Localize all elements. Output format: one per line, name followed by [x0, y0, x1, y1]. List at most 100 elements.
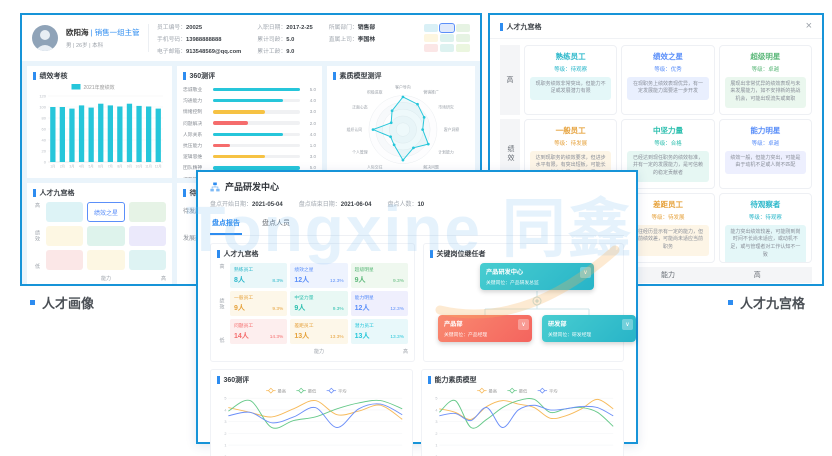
svg-text:60: 60	[42, 127, 47, 132]
svg-text:20: 20	[42, 149, 47, 154]
nine-grid-cell[interactable]	[87, 250, 125, 270]
card-level: 等级：待观察	[554, 66, 588, 73]
org-node-child[interactable]: 产品部 关键岗位：产品经理 ∨	[438, 315, 532, 342]
report-grid-cell[interactable]: 问题员工 14人 14.3%	[230, 319, 288, 344]
nine-grid-cell[interactable]	[128, 226, 166, 246]
svg-text:人际交往: 人际交往	[367, 164, 383, 169]
close-icon[interactable]: ×	[805, 20, 812, 32]
svg-text:11月: 11月	[145, 165, 152, 169]
nine-grid-cell-highlight[interactable]: 绩效之星	[87, 202, 125, 222]
nine-grid-mini: 高绩效之星 绩效低能力高	[34, 202, 166, 282]
cell-name: 超级明星	[354, 267, 374, 273]
cell-count: 13人	[294, 332, 310, 340]
employee-header: 欧阳海 | 销售一组主管 男 | 26岁 | 本科 员工编号：20025 手机号码…	[22, 15, 480, 61]
svg-text:5月: 5月	[89, 165, 94, 169]
mini-grid-cell	[456, 24, 470, 32]
nine-grid-cell[interactable]	[46, 226, 84, 246]
card-title: 差距员工	[652, 200, 683, 209]
org-node-child[interactable]: 研发部 关键岗位：研发经理 ∨	[542, 315, 636, 342]
svg-text:1月: 1月	[50, 165, 55, 169]
org-node-subtitle: 关键岗位：产品经理	[444, 332, 488, 338]
tab-report[interactable]: 盘点报告	[210, 215, 242, 235]
nine-grid-cell[interactable]	[128, 250, 166, 270]
card-description: 绩效一般，但能力突出，可能是由于动机不足或人岗不匹配	[724, 150, 806, 174]
org-node-title: 研发部	[548, 321, 567, 328]
svg-text:80: 80	[42, 116, 47, 121]
bullet-icon	[728, 300, 733, 305]
org-chart: 产品研发中心 关键岗位：产品研发总监 ∨ 产品部 关键岗位：产品经理 ∨ 研发部…	[430, 263, 636, 351]
svg-text:1: 1	[435, 444, 437, 448]
mini-grid-cell	[456, 44, 470, 52]
card-description: 在现职务上绩效表现优异，有一定发展能力需要进一步开发	[627, 76, 709, 100]
nine-grid-card[interactable]: 待观察者 等级：待观察 能力突出绩效较差，可能刚到岗时间不长尚未适应，或动机不足…	[718, 193, 812, 263]
info-column: 入职日期：2017-2-25 累计司龄：5.0 累计工龄：9.0	[257, 22, 312, 55]
chevron-down-icon[interactable]: ∨	[622, 319, 633, 330]
bullet-icon	[30, 300, 35, 305]
panel-model-line-chart: 能力素质模型 最高最低平均012345客户导向营销推广市场研究客户洞察计划能力解…	[421, 369, 624, 456]
svg-text:营销推广: 营销推广	[423, 90, 439, 95]
svg-text:平均: 平均	[549, 387, 558, 394]
avatar	[32, 25, 58, 51]
nine-grid-card[interactable]: 熟练员工 等级：待观察 现职务绩效非常突出，但能力不足或发展潜力有限	[524, 45, 618, 115]
competency-line-chart: 最高最低平均012345客户导向营销推广市场研究客户洞察计划能力解决问题思考力人…	[428, 385, 617, 456]
card-title: 超级明星	[750, 52, 781, 61]
report-meta-item: 盘点开始日期：2021-05-04	[210, 202, 283, 208]
chevron-down-icon[interactable]: ∨	[580, 267, 591, 278]
report-meta: 盘点开始日期：2021-05-04 盘点结束日期：2021-06-04 盘点人数：1…	[210, 199, 624, 208]
nine-grid-cell[interactable]	[128, 202, 166, 222]
nine-grid-card[interactable]: 能力明星 等级：卓越 绩效一般，但能力突出，可能是由于动机不足或人岗不匹配	[718, 119, 812, 189]
org-node-subtitle: 关键岗位：研发经理	[548, 332, 592, 338]
svg-text:2: 2	[224, 432, 226, 436]
employee-info: 员工编号：20025 手机号码：13988888888 电子邮箱：913548569…	[157, 22, 416, 55]
info-field: 累计司龄：5.0	[257, 36, 295, 43]
svg-text:120: 120	[39, 94, 46, 99]
cell-name: 熟练员工	[234, 267, 254, 273]
report-grid-cell[interactable]: 熟练员工 8人 8.3%	[230, 263, 288, 288]
card-title: 绩效之星	[652, 52, 683, 61]
axis-low: 低	[219, 338, 225, 344]
nine-grid-cell[interactable]	[87, 226, 125, 246]
report-grid-cell[interactable]: 超级明星 9人 9.3%	[350, 263, 408, 288]
info-field: 电子邮箱：913548569@qq.com	[157, 48, 242, 55]
successors-title: 关键岗位继任者	[436, 251, 486, 258]
cell-percent: 13.3%	[390, 334, 404, 340]
cell-name: 问题员工	[234, 323, 254, 329]
report-grid-cell[interactable]: 能力明星 12人 12.3%	[350, 291, 408, 316]
report-grid-cell[interactable]: 一般员工 9人 9.3%	[230, 291, 288, 316]
cell-percent: 8.3%	[272, 278, 284, 284]
competency-radar-chart: 客户导向营销推广市场研究客户洞察计划能力解决问题思考力人际交往个人管理组织认同正…	[333, 81, 469, 178]
svg-text:5: 5	[224, 397, 226, 401]
svg-text:40: 40	[42, 138, 47, 143]
employee-name: 欧阳海	[66, 28, 89, 37]
report-grid-cell[interactable]: 中坚力量 9人 9.3%	[290, 291, 348, 316]
nine-grid-cell[interactable]	[46, 250, 84, 270]
report-grid-cell[interactable]: 潜力员工 13人 13.3%	[350, 319, 408, 344]
nine-grid-cell[interactable]	[46, 202, 84, 222]
tab-people[interactable]: 盘点人员	[262, 220, 290, 227]
card-title: 待观察者	[750, 200, 781, 209]
cell-percent: 9.3%	[332, 306, 344, 312]
cell-count: 12人	[354, 304, 370, 312]
svg-text:8月: 8月	[117, 165, 122, 169]
cell-name: 潜力员工	[354, 323, 374, 329]
report-grid-cell[interactable]: 差距员工 13人 13.3%	[290, 319, 348, 344]
radar-svg: 客户导向营销推广市场研究客户洞察计划能力解决问题思考力人际交往个人管理组织认同正…	[347, 84, 460, 174]
nine-grid-card[interactable]: 超级明星 等级：卓越 展现出非常优异的绩效表现与未来发展能力，如不安排新的挑战机…	[718, 45, 812, 115]
nine-grid-card[interactable]: 绩效之星 等级：优秀 在现职务上绩效表现优异，有一定发展能力需要进一步开发	[621, 45, 715, 115]
panel-performance-title: 绩效考核	[39, 73, 68, 80]
nine-grid-card[interactable]: 中坚力量 等级：合格 已经达到现任职务的绩效标准，并有一定的发展能力，是可信赖的…	[621, 119, 715, 189]
org-node-root[interactable]: 产品研发中心 关键岗位：产品研发总监 ∨	[480, 263, 594, 290]
panel-nine-grid: 人才九宫格 高绩效之星 绩效低能力高	[27, 183, 172, 284]
cell-name: 中坚力量	[294, 295, 314, 301]
svg-text:解决问题: 解决问题	[423, 164, 439, 169]
svg-text:计划能力: 计划能力	[438, 149, 454, 154]
report-grid-cell[interactable]: 绩效之星 12人 12.3%	[290, 263, 348, 288]
org-connectors	[484, 291, 590, 315]
chevron-down-icon[interactable]: ∨	[518, 319, 529, 330]
panel-360-title: 360测评	[189, 73, 216, 80]
cell-percent: 14.3%	[269, 334, 284, 340]
card-description: 过往经历显示有一定的能力，但当前绩效差，可能尚未适应当前职务	[627, 224, 709, 256]
svg-text:12月: 12月	[155, 165, 162, 169]
svg-text:平均: 平均	[338, 387, 347, 394]
